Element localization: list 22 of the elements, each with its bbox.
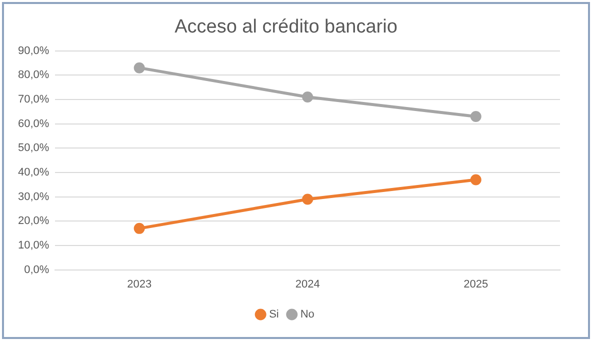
y-tick-label: 30,0% [18,190,50,203]
legend-label: No [300,308,314,321]
point [302,92,314,103]
point [302,194,314,205]
x-tick-label: 2024 [295,278,320,290]
legend-label: Si [269,308,279,321]
y-tick-label: 80,0% [18,69,50,82]
chart-title: Acceso al crédito bancario [174,16,398,38]
point [470,111,482,122]
point [134,62,145,74]
y-tick-label: 0,0% [24,264,50,276]
point [134,222,145,234]
y-tick-label: 60,0% [18,118,50,130]
y-tick-label: 70,0% [18,94,50,106]
x-tick-label: 2025 [464,278,488,290]
y-tick-label: 20,0% [18,215,50,228]
y-tick-label: 40,0% [18,166,50,178]
x-tick-label: 2023 [127,278,152,290]
y-tick-label: 10,0% [18,240,50,252]
y-tick-label: 50,0% [18,142,50,154]
y-tick-label: 90,0% [18,44,50,57]
point [470,174,482,186]
